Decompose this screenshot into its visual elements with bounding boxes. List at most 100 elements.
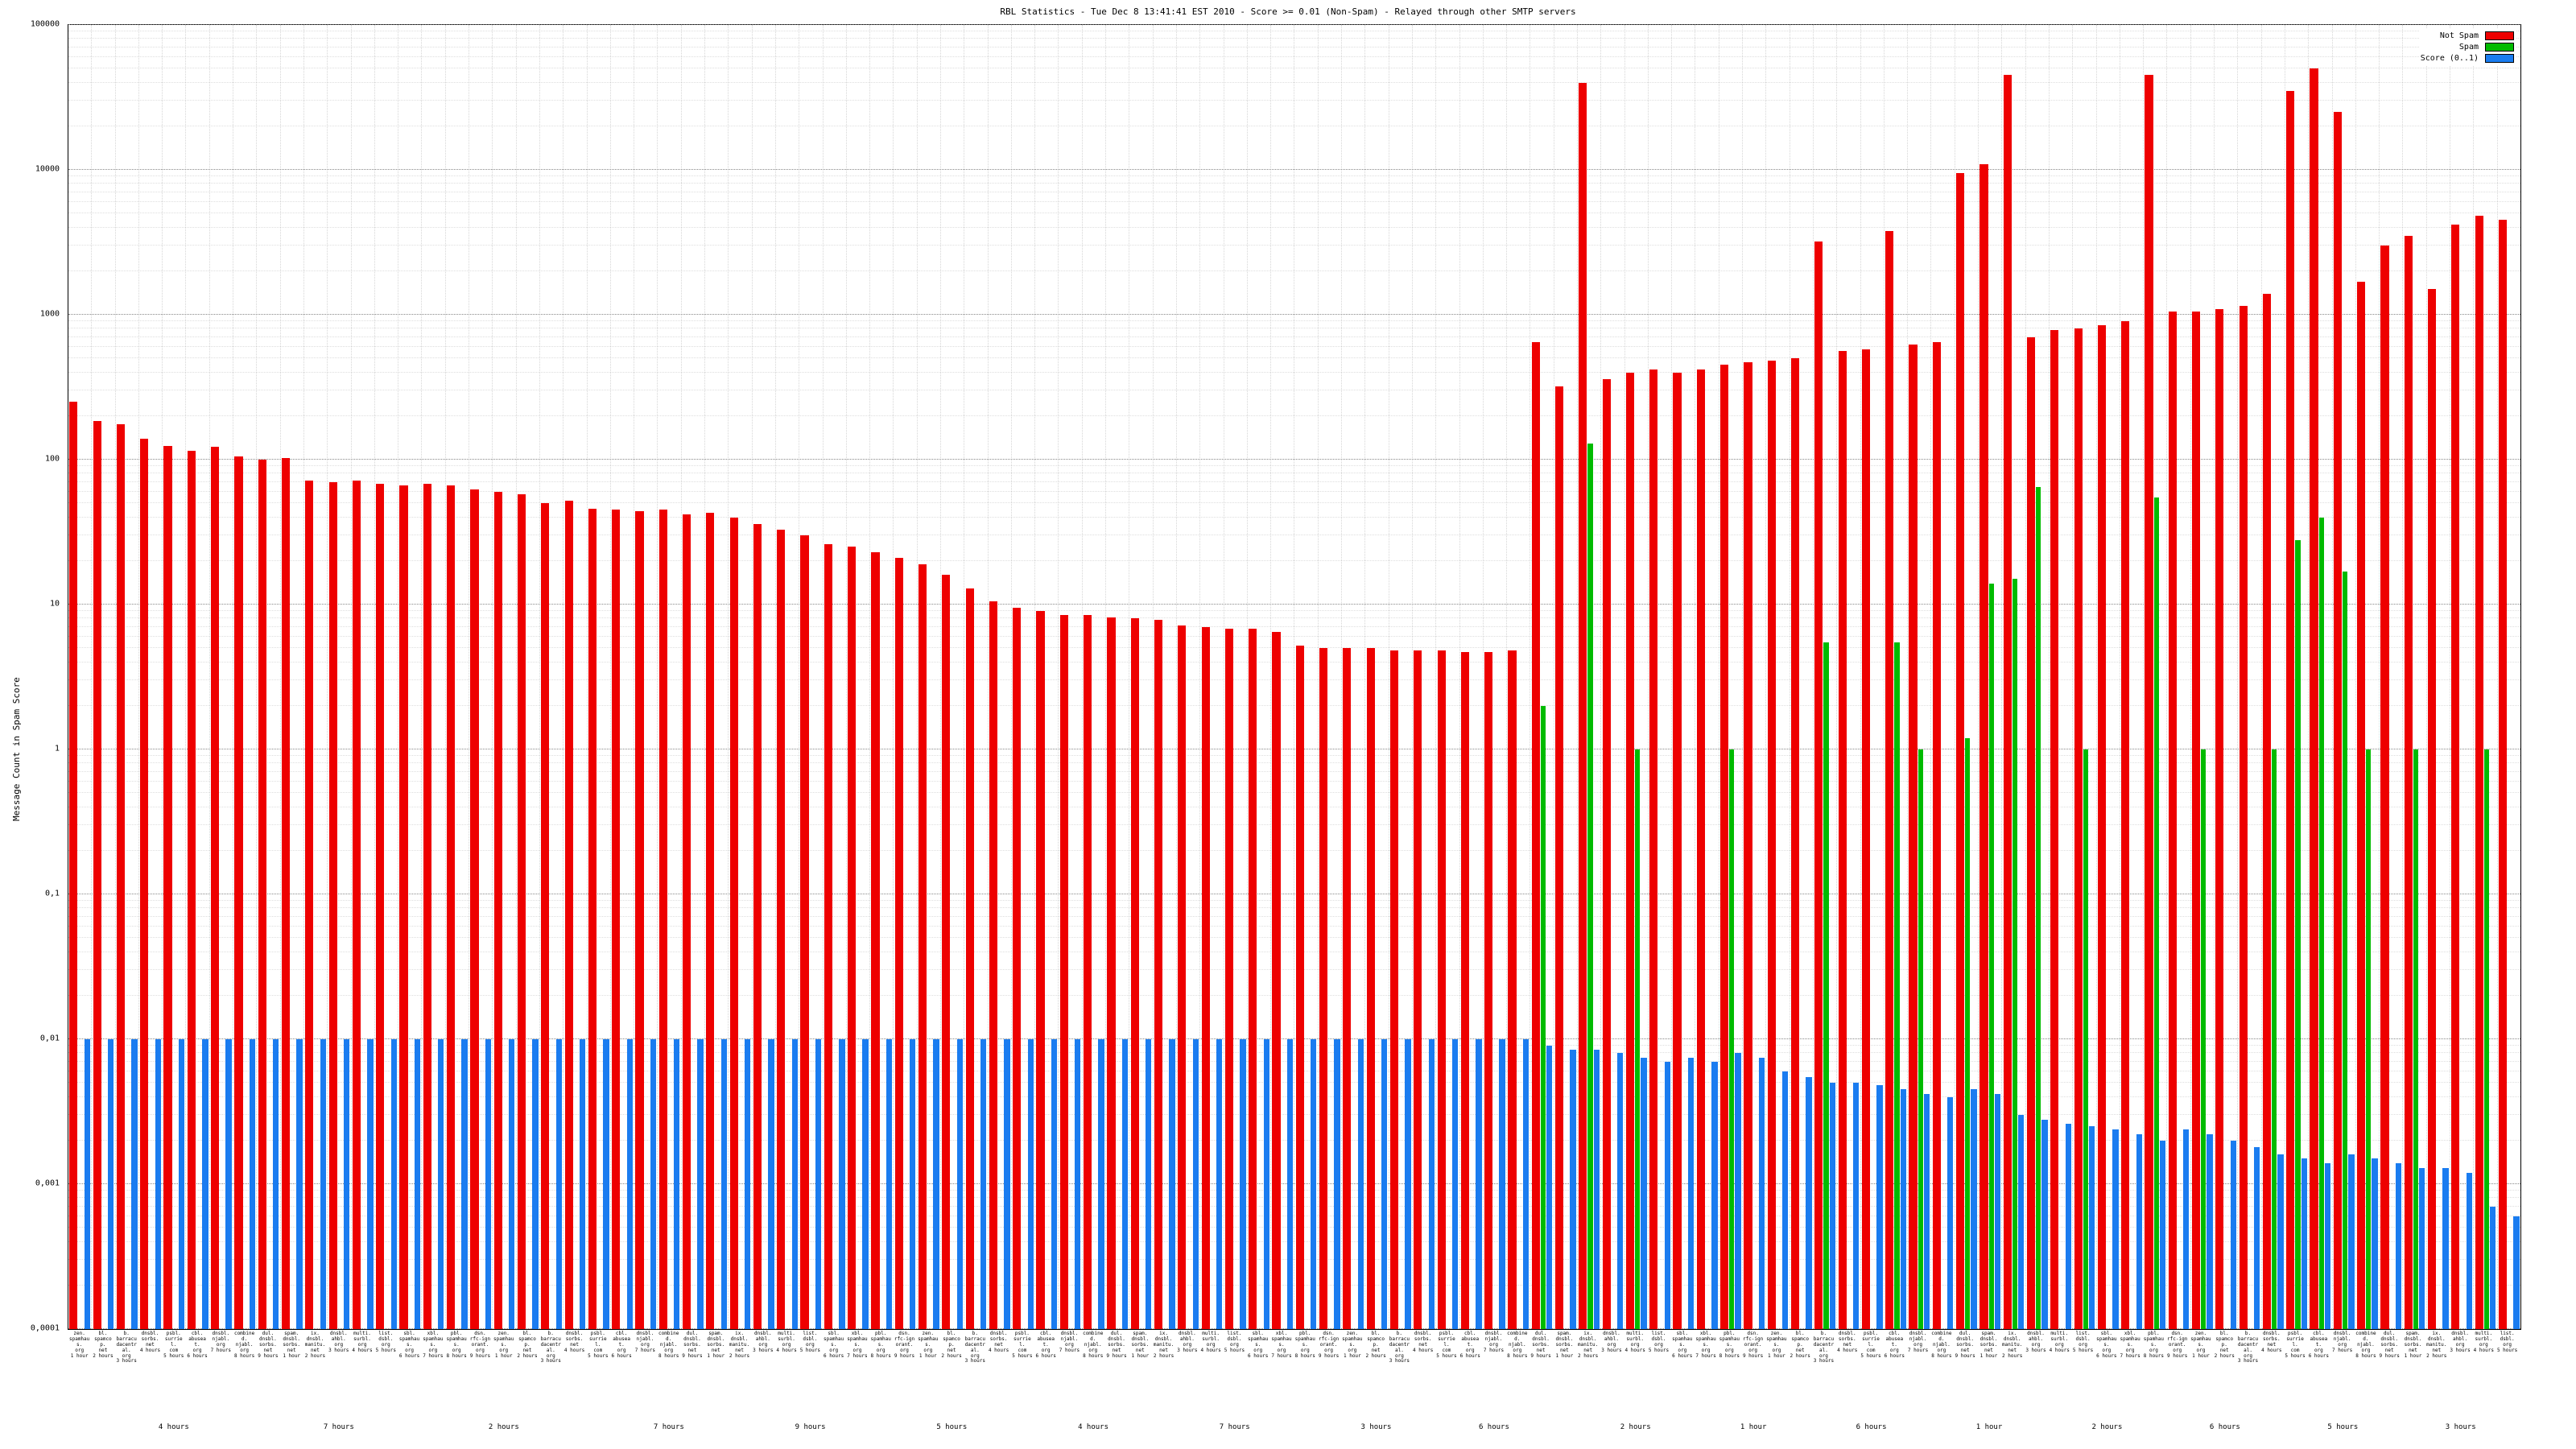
bar-score-0-1- <box>910 1039 916 1329</box>
gridline <box>68 679 2520 681</box>
bar-not-spam <box>2145 75 2153 1329</box>
bar-spam <box>2413 749 2419 1329</box>
bar-group <box>1695 25 1718 1329</box>
x-tick-label: ix. dnsbl. manitu. net 2 hours <box>1153 1331 1174 1359</box>
x-tick-label: dsn. rfc-ignorant. org 9 hours <box>2167 1331 2188 1359</box>
x-tick-label: xbl. spamhaus. org 7 hours <box>423 1331 444 1359</box>
x-tick-label: dnsbl. njabl. org 7 hours <box>1483 1331 1505 1353</box>
bar-not-spam <box>989 601 998 1329</box>
gridline <box>68 270 2520 271</box>
gridline <box>68 1227 2520 1228</box>
x-tick-label: b. barracudacentral. org 3 hours <box>116 1331 137 1364</box>
bar-group <box>1577 25 1600 1329</box>
bar-not-spam <box>1909 345 1918 1329</box>
bar-spam <box>1894 642 1900 1329</box>
bar-not-spam <box>1814 242 1823 1329</box>
bar-group <box>563 25 586 1329</box>
bar-spam <box>1823 642 1829 1329</box>
x-tick-label: dnsbl. ahbl. org 3 hours <box>328 1331 349 1353</box>
bar-score-0-1- <box>603 1039 609 1329</box>
bar-group <box>1435 25 1459 1329</box>
x-secondary-label: 6 hours <box>2209 1423 2240 1431</box>
x-tick-label: cbl. abuseat. org 6 hours <box>2308 1331 2329 1359</box>
x-tick-label: combined. njabl. org 8 hours <box>2355 1331 2376 1359</box>
bar-score-0-1- <box>178 1039 185 1329</box>
bar-score-0-1- <box>485 1039 492 1329</box>
bar-score-0-1- <box>2419 1167 2425 1329</box>
bar-not-spam <box>1932 341 1941 1329</box>
gridline <box>68 56 2520 57</box>
gridline <box>68 516 2520 518</box>
bar-score-0-1- <box>1735 1053 1741 1329</box>
bar-not-spam <box>1201 626 1210 1329</box>
gridline <box>68 1045 2520 1046</box>
bar-not-spam <box>399 485 408 1329</box>
gridline <box>68 994 2520 996</box>
x-tick-label: ix. dnsbl. manitu. net 2 hours <box>2002 1331 2023 1359</box>
gridline <box>68 320 2520 322</box>
x-tick-label: list. dsbl. org 5 hours <box>2496 1331 2518 1353</box>
bar-not-spam <box>305 480 314 1329</box>
x-secondary-label: 2 hours <box>488 1423 519 1431</box>
bar-not-spam <box>2192 312 2201 1329</box>
bar-score-0-1- <box>2395 1162 2402 1329</box>
bar-not-spam <box>1696 369 1705 1329</box>
gridline <box>68 604 2520 605</box>
bar-group <box>1411 25 1435 1329</box>
bar-score-0-1- <box>1311 1039 1317 1329</box>
x-tick-label: combined. njabl. org 8 hours <box>658 1331 679 1359</box>
bar-score-0-1- <box>1169 1039 1175 1329</box>
x-tick-label: sbl. spamhaus. org 6 hours <box>1672 1331 1693 1359</box>
x-secondary-label: 2 hours <box>1620 1423 1651 1431</box>
x-tick-label: b. barracudacentral. org 3 hours <box>1389 1331 1410 1364</box>
x-secondary-label: 3 hours <box>1360 1423 1392 1431</box>
legend-label-not-spam: Not Spam <box>2439 31 2479 40</box>
x-tick-label: dnsbl. njabl. org 7 hours <box>634 1331 656 1353</box>
bar-score-0-1- <box>2348 1154 2355 1329</box>
bar-group <box>421 25 444 1329</box>
bar-group <box>1034 25 1058 1329</box>
bar-score-0-1- <box>1451 1039 1459 1329</box>
bar-group <box>1883 25 1907 1329</box>
x-tick-label: list. dsbl. org 5 hours <box>375 1331 396 1353</box>
y-tick-label: 100 <box>44 454 60 464</box>
x-tick-label: bl. spamcop. net 2 hours <box>517 1331 538 1359</box>
gridline <box>68 1060 2520 1062</box>
bar-score-0-1- <box>768 1039 774 1329</box>
bar-not-spam <box>1508 650 1517 1329</box>
bar-group <box>138 25 162 1329</box>
gridline <box>68 357 2520 359</box>
bar-score-0-1- <box>1923 1093 1930 1329</box>
x-tick-label: dnsbl. sorbs. net 4 hours <box>1413 1331 1434 1353</box>
x-secondary-label: 7 hours <box>653 1423 684 1431</box>
bar-group <box>964 25 987 1329</box>
bar-not-spam <box>211 447 220 1329</box>
bar-group <box>987 25 1011 1329</box>
bar-score-0-1- <box>1852 1083 1860 1329</box>
bar-not-spam <box>1531 341 1540 1329</box>
bar-group <box>1105 25 1129 1329</box>
bar-group <box>539 25 563 1329</box>
bars <box>68 25 2520 1329</box>
x-secondary-label: 5 hours <box>936 1423 968 1431</box>
bar-group <box>1459 25 1483 1329</box>
bar-group <box>1482 25 1506 1329</box>
x-tick-label: ix. dnsbl. manitu. net 2 hours <box>1577 1331 1599 1359</box>
bar-score-0-1- <box>650 1039 657 1329</box>
bar-score-0-1- <box>1782 1071 1789 1329</box>
bar-spam <box>2366 749 2372 1329</box>
gridline <box>68 1197 2520 1199</box>
bar-score-0-1- <box>1381 1039 1388 1329</box>
bar-not-spam <box>729 517 738 1329</box>
gridline <box>68 559 2520 561</box>
bar-spam <box>1965 737 1971 1329</box>
bar-score-0-1- <box>980 1039 987 1329</box>
bar-group <box>1129 25 1152 1329</box>
bar-score-0-1- <box>1004 1039 1010 1329</box>
bar-spam <box>2483 749 2489 1329</box>
bar-score-0-1- <box>107 1039 114 1329</box>
gridline <box>68 415 2520 416</box>
bar-group <box>2355 25 2379 1329</box>
x-tick-label: combined. njabl. org 8 hours <box>233 1331 255 1359</box>
bar-score-0-1- <box>1428 1039 1435 1329</box>
